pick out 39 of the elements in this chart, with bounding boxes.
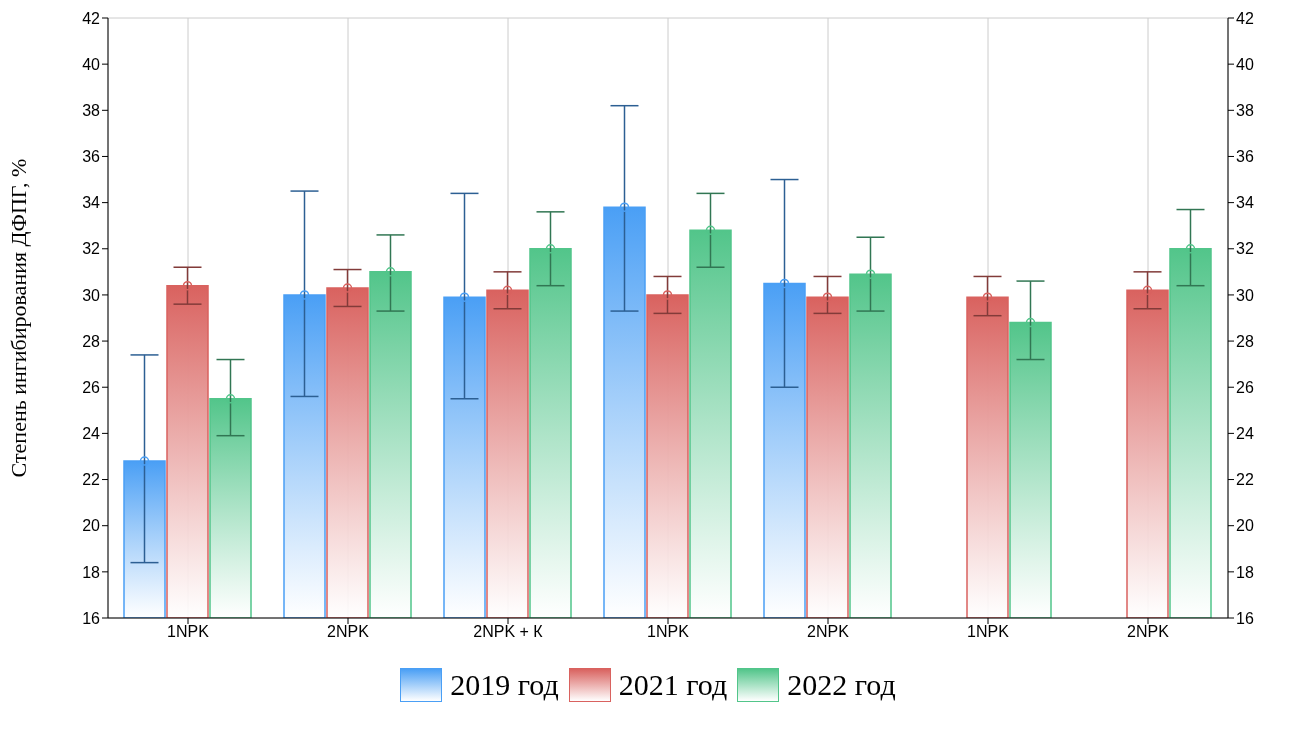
legend-label: 2022 год [787, 668, 896, 702]
y-tick-label: 36 [82, 148, 101, 166]
y2-tick-label: 36 [1236, 148, 1254, 166]
y2-tick-label: 16 [1236, 609, 1254, 627]
x-tick-label: 2NPK [807, 623, 850, 641]
legend-label: 2019 год [450, 668, 559, 702]
y2-tick-label: 22 [1236, 471, 1254, 489]
y-tick-label: 34 [82, 194, 101, 212]
y-tick-label: 42 [82, 9, 101, 27]
y-tick-label: 28 [82, 332, 101, 350]
x-tick-label: 1NPK [647, 623, 690, 641]
y2-tick-label: 26 [1236, 378, 1254, 396]
y2-tick-label: 28 [1236, 332, 1254, 350]
y2-tick-label: 42 [1236, 9, 1254, 27]
y2-tick-label: 24 [1236, 425, 1254, 443]
y-tick-label: 22 [82, 471, 101, 489]
y-tick-label: 38 [82, 101, 101, 119]
y-tick-label: 30 [82, 286, 101, 304]
x-tick-label: 2NPK [327, 623, 370, 641]
y2-tick-label: 38 [1236, 101, 1254, 119]
x-tick-label: 2NPK + К [473, 623, 544, 641]
y2-tick-label: 20 [1236, 517, 1254, 535]
y-axis-title: Степень ингибирования ДФПГ, % [5, 158, 31, 478]
x-tick-label: 1NPK [167, 623, 210, 641]
y-tick-label: 18 [82, 563, 101, 581]
y2-tick-label: 18 [1236, 563, 1254, 581]
y-tick-label: 20 [82, 517, 101, 535]
y-tick-label: 24 [82, 425, 101, 443]
y-tick-label: 40 [82, 55, 101, 73]
y2-tick-label: 32 [1236, 240, 1254, 258]
legend-label: 2021 год [618, 668, 728, 702]
y-tick-label: 16 [82, 609, 101, 627]
y-tick-label: 32 [82, 240, 101, 258]
x-tick-label: 1NPK [967, 623, 1010, 641]
y2-tick-label: 30 [1236, 286, 1254, 304]
x-tick-label: 2NPK [1127, 623, 1170, 641]
y2-tick-label: 40 [1236, 55, 1254, 73]
y2-tick-label: 34 [1236, 194, 1254, 212]
y-tick-label: 26 [82, 378, 101, 396]
